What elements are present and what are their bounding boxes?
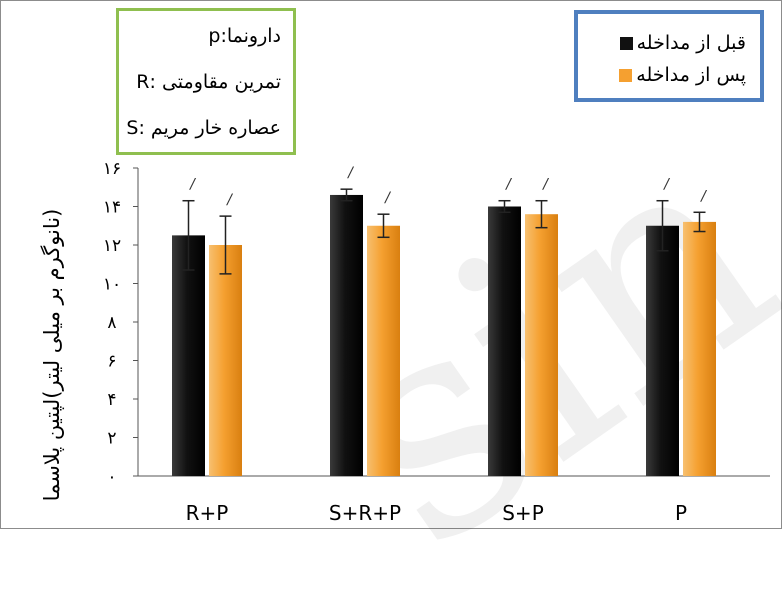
chart-plot: ۰ ۲ ۴ ۶ ۸ ۱۰ ۱۲ ۱۴ ۱۶ / / R+P / / S+R+P / / S+P / / P — [103, 159, 770, 525]
bar — [488, 206, 521, 476]
abbreviation-key: دارونما:p تمرین مقاومتی :R عصاره خار مری… — [116, 8, 296, 155]
y-tick-label: ۴ — [107, 390, 116, 410]
bar — [209, 245, 242, 476]
chart-legend: قبل از مداخله پس از مداخله — [574, 10, 764, 102]
x-tick-label: R+P — [186, 501, 229, 525]
legend-label-before: قبل از مداخله — [636, 32, 746, 54]
significance-mark: / — [699, 188, 707, 204]
y-axis-label: (نانوگرم بر میلی لیتر)لپتین پلاسما — [40, 208, 64, 502]
bar — [330, 194, 363, 476]
y-tick-label: ۸ — [107, 313, 116, 333]
significance-mark: / — [346, 165, 354, 181]
significance-mark: / — [188, 177, 196, 193]
significance-mark: / — [504, 177, 512, 193]
y-tick-label: ۱۲ — [103, 236, 121, 256]
key-line-extract: عصاره خار مریم :S — [126, 117, 281, 139]
bar — [646, 225, 679, 476]
y-tick-label: ۱۰ — [103, 275, 121, 295]
y-tick-label: ۰ — [107, 467, 116, 487]
x-tick-label: S+R+P — [329, 501, 401, 525]
x-tick-label: P — [675, 501, 687, 525]
x-tick-label: S+P — [502, 501, 544, 525]
legend-item-before: قبل از مداخله — [619, 32, 746, 54]
significance-mark: / — [541, 177, 549, 193]
legend-swatch-before — [619, 36, 633, 50]
bar — [172, 235, 205, 476]
bar — [683, 221, 716, 476]
significance-mark: / — [225, 192, 233, 208]
y-tick-label: ۱۶ — [103, 159, 121, 179]
significance-mark: / — [662, 177, 670, 193]
key-line-resistance: تمرین مقاومتی :R — [136, 71, 281, 93]
legend-item-after: پس از مداخله — [619, 64, 746, 86]
bar — [367, 225, 400, 476]
significance-mark: / — [383, 190, 391, 206]
bar — [525, 214, 558, 476]
legend-swatch-after — [619, 68, 633, 82]
key-line-placebo: دارونما:p — [208, 25, 281, 47]
y-tick-label: ۱۴ — [103, 198, 121, 218]
legend-label-after: پس از مداخله — [636, 64, 746, 86]
y-tick-label: ۶ — [107, 352, 116, 372]
y-tick-label: ۲ — [107, 429, 116, 449]
